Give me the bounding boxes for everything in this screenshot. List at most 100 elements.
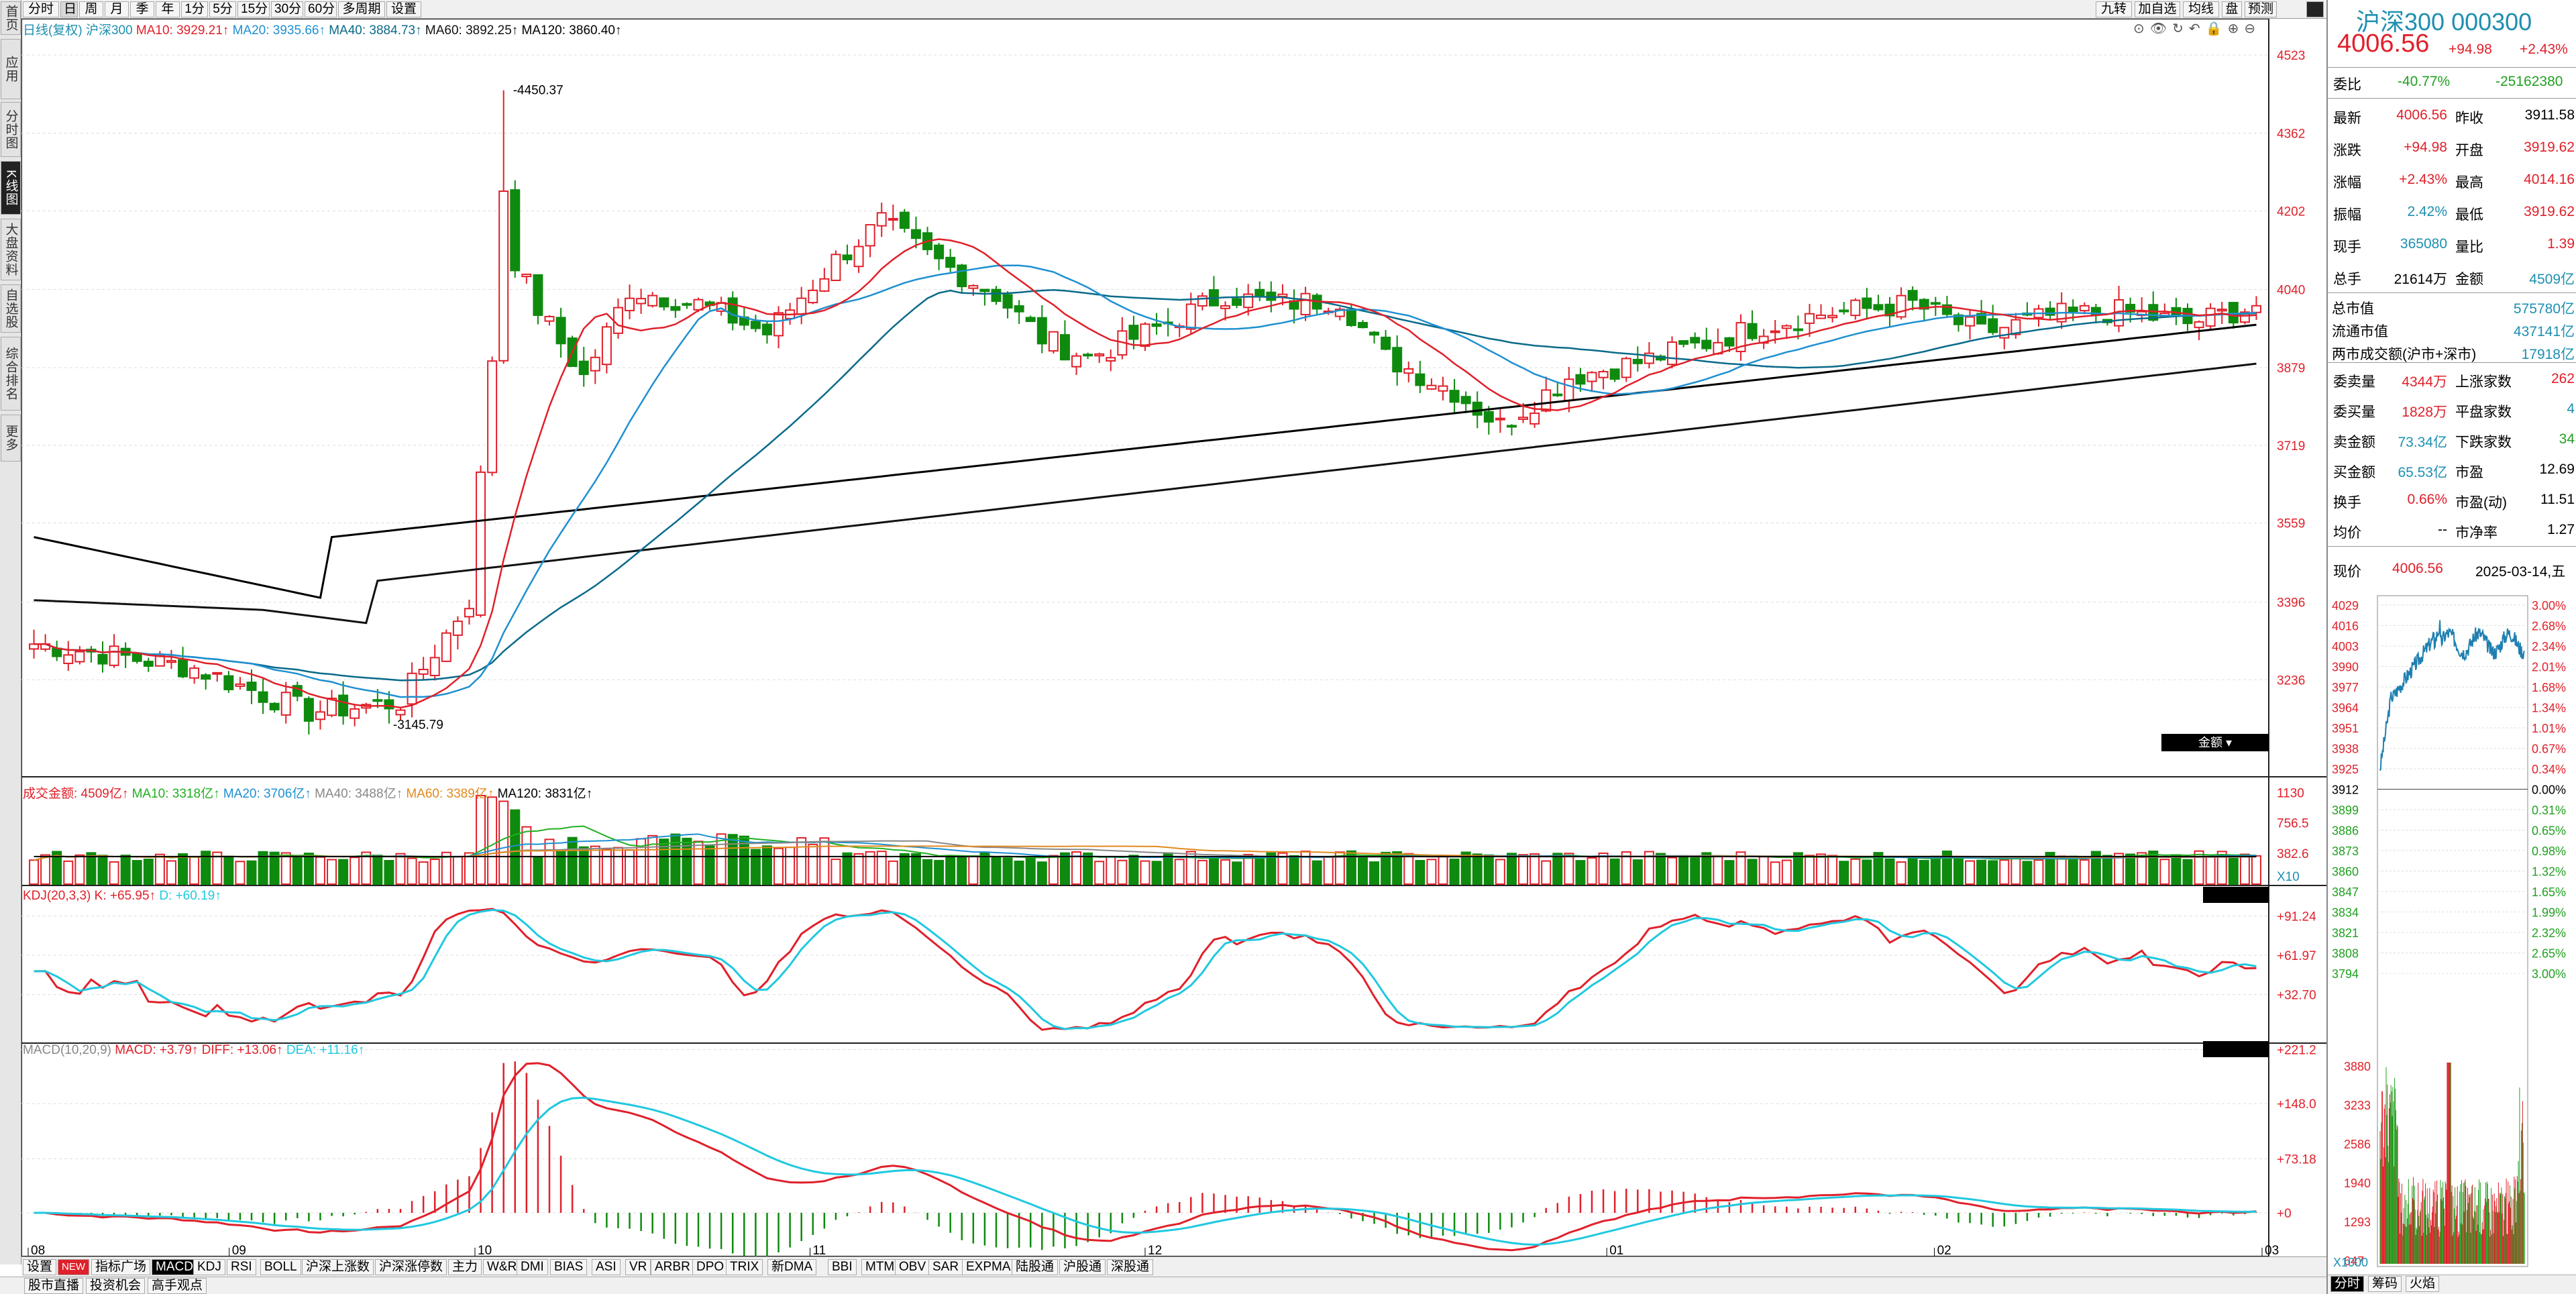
period-button-5[interactable]: 年	[156, 1, 180, 17]
volume-bar[interactable]	[2033, 859, 2044, 885]
indicator-tab-8[interactable]: 沪深涨停数	[375, 1259, 447, 1275]
candle-body[interactable]	[1724, 337, 1735, 347]
volume-bar[interactable]	[2182, 859, 2193, 885]
volume-bar[interactable]	[1369, 861, 1380, 885]
period-button-4[interactable]: 季	[130, 1, 154, 17]
volume-bar[interactable]	[842, 852, 853, 885]
volume-bar[interactable]	[910, 853, 921, 885]
volume-bar[interactable]	[693, 841, 704, 885]
candle-body[interactable]	[1083, 354, 1093, 357]
candle-body[interactable]	[178, 659, 189, 678]
volume-bar[interactable]	[1243, 853, 1254, 885]
volume-bar[interactable]	[1644, 851, 1654, 885]
candle-body[interactable]	[407, 672, 417, 705]
candle-body[interactable]	[315, 711, 325, 720]
volume-bar[interactable]	[2102, 855, 2112, 885]
candle-body[interactable]	[1232, 298, 1242, 306]
candle-body[interactable]	[1506, 425, 1517, 428]
candle-body[interactable]	[1953, 314, 1964, 325]
candle-body[interactable]	[682, 303, 692, 306]
volume-bar[interactable]	[452, 856, 463, 885]
period-button-7[interactable]: 5分	[209, 1, 236, 17]
volume-bar[interactable]	[1311, 860, 1322, 885]
candle-body[interactable]	[1850, 299, 1861, 317]
volume-bar[interactable]	[1014, 860, 1024, 885]
volume-bar[interactable]	[407, 857, 417, 885]
candle-body[interactable]	[2090, 307, 2101, 315]
volume-bar[interactable]	[1220, 859, 1231, 885]
volume-bar[interactable]	[1232, 861, 1242, 885]
volume-bar[interactable]	[2045, 851, 2055, 885]
volume-bar[interactable]	[625, 849, 635, 885]
candle-body[interactable]	[1472, 401, 1483, 416]
candle-body[interactable]	[1976, 313, 1987, 325]
candle-body[interactable]	[899, 211, 910, 229]
volume-bar[interactable]	[1690, 857, 1701, 885]
sidebar-item-7[interactable]: 更多	[1, 415, 21, 462]
volume-bar[interactable]	[131, 860, 142, 885]
candle-body[interactable]	[74, 651, 85, 663]
bottom-tab-1[interactable]: 投资机会	[86, 1278, 146, 1294]
volume-bar[interactable]	[1277, 852, 1288, 885]
volume-bar[interactable]	[1988, 860, 1998, 885]
volume-bar[interactable]	[968, 855, 979, 885]
candle-body[interactable]	[1609, 368, 1620, 380]
indicator-tab-23[interactable]: EXPMA	[962, 1259, 1015, 1275]
candle-body[interactable]	[578, 360, 589, 376]
volume-bar[interactable]	[853, 853, 864, 885]
volume-bar[interactable]	[1575, 860, 1586, 885]
top-tool-button-0[interactable]: 九转	[2096, 1, 2132, 17]
candle-body[interactable]	[761, 323, 772, 335]
volume-bar[interactable]	[1850, 858, 1861, 885]
volume-bar[interactable]	[201, 851, 211, 885]
candle-body[interactable]	[636, 298, 647, 305]
volume-bar[interactable]	[2137, 852, 2147, 885]
indicator-tab-18[interactable]: 新DMA	[767, 1259, 817, 1275]
candle-body[interactable]	[1140, 323, 1150, 347]
volume-bar[interactable]	[189, 856, 200, 885]
volume-bar[interactable]	[899, 853, 910, 885]
volume-bar[interactable]	[2022, 861, 2033, 885]
candle-body[interactable]	[1919, 299, 1929, 310]
candle-body[interactable]	[52, 647, 62, 657]
volume-bar[interactable]	[2251, 855, 2261, 885]
candle-body[interactable]	[303, 698, 314, 722]
volume-bar[interactable]	[292, 857, 303, 885]
candle-body[interactable]	[2205, 307, 2216, 327]
volume-bar[interactable]	[647, 834, 658, 885]
volume-bar[interactable]	[1541, 860, 1552, 885]
volume-bar[interactable]	[2079, 859, 2090, 885]
candle-body[interactable]	[1357, 322, 1368, 329]
volume-bar[interactable]	[1632, 859, 1643, 885]
mini-tab-2[interactable]: 火焰	[2406, 1276, 2440, 1292]
volume-bar[interactable]	[567, 837, 578, 885]
volume-bar[interactable]	[555, 849, 566, 885]
indicator-tab-22[interactable]: SAR	[928, 1259, 963, 1275]
sidebar-item-4[interactable]: 大盘资料	[1, 219, 21, 280]
candle-body[interactable]	[968, 284, 979, 289]
volume-bar[interactable]	[1747, 859, 1758, 885]
candle-body[interactable]	[1804, 313, 1815, 324]
volume-bar[interactable]	[1506, 853, 1517, 885]
candle-body[interactable]	[1965, 316, 1976, 327]
candle-body[interactable]	[1392, 347, 1403, 373]
candle-body[interactable]	[1403, 368, 1414, 374]
candle-body[interactable]	[1106, 357, 1116, 362]
candle-body[interactable]	[2079, 305, 2090, 312]
volume-bar[interactable]	[1106, 856, 1116, 885]
candle-body[interactable]	[1770, 330, 1780, 333]
candle-body[interactable]	[258, 691, 268, 703]
candle-body[interactable]	[1678, 340, 1689, 345]
candle-body[interactable]	[1449, 390, 1460, 403]
volume-bar[interactable]	[178, 853, 189, 885]
candle-body[interactable]	[934, 244, 945, 260]
volume-bar[interactable]	[1873, 852, 1884, 885]
volume-bar[interactable]	[1976, 859, 1987, 885]
period-button-8[interactable]: 15分	[237, 1, 270, 17]
candle-body[interactable]	[1781, 325, 1792, 329]
volume-bar[interactable]	[246, 860, 257, 885]
volume-bar[interactable]	[922, 859, 933, 885]
candle-body[interactable]	[1884, 303, 1895, 317]
volume-bar[interactable]	[1266, 852, 1277, 885]
volume-bar[interactable]	[957, 855, 967, 885]
